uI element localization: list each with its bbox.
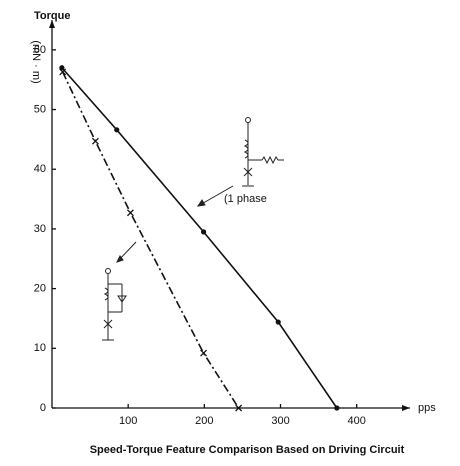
y-tick-label: 10 (34, 342, 46, 354)
point (200, 229, 207, 235)
point (114, 127, 120, 133)
x-tick-label: 400 (348, 415, 366, 427)
x-tick-label: 100 (119, 415, 137, 427)
circuit-icon (102, 268, 127, 341)
y-tick-label: 20 (34, 283, 46, 295)
point (59, 68, 67, 76)
y-tick-label: 50 (34, 103, 46, 115)
y-axis-unit: (mN · m) (30, 40, 42, 83)
annotation: (1 phase (224, 193, 267, 205)
point (275, 319, 281, 325)
series-line (61, 71, 240, 409)
circuit-icon (242, 117, 284, 187)
y-tick-label: 60 (34, 44, 46, 56)
point (126, 209, 134, 217)
y-tick-label: 0 (40, 402, 46, 414)
point (334, 405, 340, 411)
y-axis-label: Torque (34, 10, 70, 22)
x-tick-label: 200 (195, 415, 213, 427)
series-line (61, 67, 338, 409)
y-axis-arrow (49, 20, 55, 28)
x-axis-label: pps (418, 402, 436, 414)
point (200, 349, 208, 357)
x-axis-arrow (402, 405, 410, 411)
y-tick-label: 40 (34, 163, 46, 175)
point (235, 404, 243, 412)
chart-title: Speed-Torque Feature Comparison Based on… (90, 444, 405, 456)
y-tick-label: 30 (34, 223, 46, 235)
arrows (116, 185, 234, 263)
point (91, 137, 99, 145)
x-tick-label: 300 (271, 415, 289, 427)
